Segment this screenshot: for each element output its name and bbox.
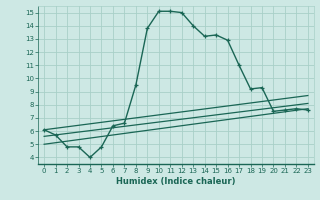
- X-axis label: Humidex (Indice chaleur): Humidex (Indice chaleur): [116, 177, 236, 186]
